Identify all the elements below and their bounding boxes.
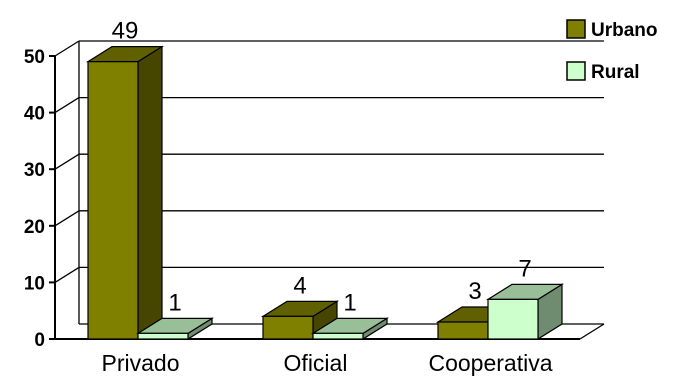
gridline-side <box>54 153 80 170</box>
bars <box>85 45 565 341</box>
gridline-side <box>54 40 80 57</box>
category-labels: Privado Oficial Cooperativa <box>102 350 553 376</box>
gridline-side <box>54 266 80 283</box>
data-label: 3 <box>468 278 481 305</box>
bar-rural-privado <box>135 317 215 341</box>
gridlines <box>54 40 604 283</box>
legend-swatch <box>566 19 586 39</box>
bar-rural-oficial <box>310 317 390 341</box>
bar-urbano-privado <box>85 45 165 341</box>
data-label: 1 <box>343 289 356 316</box>
y-tick-label: 0 <box>34 330 45 351</box>
legend: Urbano Rural <box>566 19 658 83</box>
category-label: Privado <box>102 350 180 376</box>
data-label: 7 <box>518 255 531 282</box>
bar-rural-cooperativa <box>485 283 565 341</box>
y-tick-label: 50 <box>24 47 45 68</box>
gridline-side <box>54 210 80 227</box>
category-label: Cooperativa <box>428 350 552 376</box>
y-tick-label: 40 <box>24 104 45 125</box>
data-label: 4 <box>293 272 306 299</box>
legend-label: Rural <box>591 62 640 83</box>
legend-label: Urbano <box>591 20 658 41</box>
y-tick-label: 30 <box>24 160 45 181</box>
category-label: Oficial <box>284 350 348 376</box>
floor-right-edge <box>579 323 605 340</box>
gridline-side <box>54 97 80 114</box>
data-labels: 49 1 4 1 3 7 <box>112 18 532 317</box>
data-label: 49 <box>112 18 139 45</box>
y-tick-label: 10 <box>24 273 45 294</box>
legend-swatch <box>566 61 586 81</box>
data-label: 1 <box>168 289 181 316</box>
y-axis-ticks: 0 10 20 30 40 50 <box>24 47 55 351</box>
y-tick-label: 20 <box>24 217 45 238</box>
